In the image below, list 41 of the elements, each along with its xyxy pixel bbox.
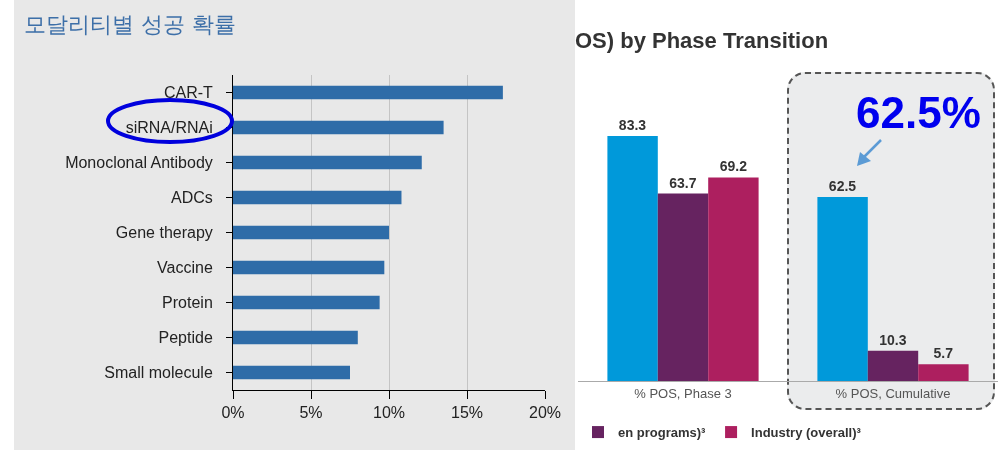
- bar: [233, 85, 503, 100]
- data-label: 10.3: [879, 331, 907, 348]
- y-tick-label: Gene therapy: [115, 224, 213, 242]
- bar: [233, 260, 385, 275]
- chart-title: OS) by Phase Transition: [575, 27, 829, 53]
- legend-label: Industry (overall)³: [751, 425, 862, 441]
- bar: [233, 190, 402, 205]
- x-tick-label: 20%: [528, 404, 562, 422]
- annotation: 62.5%: [856, 88, 981, 137]
- data-label: 83.3: [618, 116, 647, 133]
- bar: [817, 197, 868, 381]
- bar: [233, 225, 389, 240]
- x-tick-label: 0%: [221, 404, 245, 422]
- y-tick-label: Peptide: [158, 329, 213, 347]
- bar: [233, 330, 358, 345]
- data-label: 62.5: [828, 178, 857, 195]
- bar: [233, 365, 350, 380]
- chart-title: 모달리티별 성공 확률: [24, 11, 236, 37]
- y-tick-label: CAR-T: [163, 84, 214, 102]
- x-tick-label: 15%: [450, 404, 484, 422]
- x-tick-label: 5%: [299, 404, 323, 422]
- bar: [607, 135, 658, 381]
- x-tick-label: % POS, Phase 3: [634, 385, 732, 401]
- y-tick-label: Monoclonal Antibody: [65, 154, 213, 172]
- bar: [233, 155, 422, 170]
- bar: [657, 193, 709, 381]
- legend-label: en programs)³: [618, 425, 707, 441]
- y-tick-label: Protein: [162, 294, 213, 312]
- x-tick-label: 10%: [372, 404, 406, 422]
- data-label: 63.7: [669, 174, 697, 191]
- y-tick-label: ADCs: [171, 189, 213, 207]
- data-label: 69.2: [719, 158, 748, 175]
- x-tick-label: % POS, Cumulative: [835, 385, 951, 401]
- y-tick-label: Vaccine: [157, 259, 213, 277]
- data-label: 5.7: [933, 345, 954, 362]
- bar: [867, 350, 919, 381]
- bar: [918, 364, 969, 381]
- bar: [233, 295, 380, 310]
- bar: [708, 177, 759, 381]
- y-tick-label: siRNA/RNAi: [125, 119, 213, 137]
- y-tick-label: Small molecule: [104, 364, 213, 382]
